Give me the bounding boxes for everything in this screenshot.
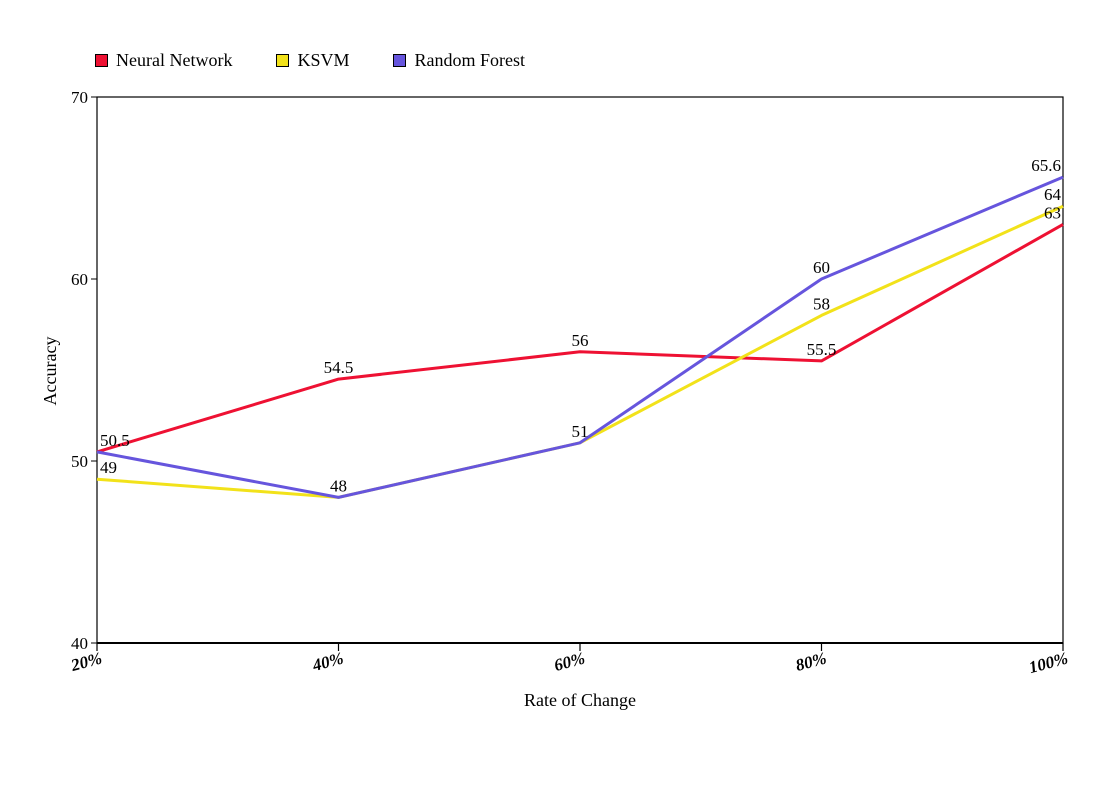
legend-swatch bbox=[276, 54, 290, 67]
x-tick-label: 80% bbox=[794, 649, 829, 675]
legend-swatch bbox=[393, 54, 407, 67]
series-lines bbox=[96, 175, 1064, 499]
legend-label: Random Forest bbox=[414, 50, 525, 70]
x-tick-label: 40% bbox=[310, 649, 346, 676]
series-line bbox=[96, 175, 1064, 499]
data-labels: 50.5 54.5 56 55.5 63 49 48 51 58 64 60 65.6 bbox=[100, 156, 1062, 495]
plot-frame bbox=[96, 96, 1064, 644]
legend-item: Neural Network bbox=[95, 50, 232, 71]
y-tick-label: 70 bbox=[71, 88, 88, 107]
data-label: 60 bbox=[813, 258, 830, 277]
y-tick-label: 50 bbox=[71, 452, 88, 471]
y-tick-label: 40 bbox=[71, 634, 88, 653]
data-label: 65.6 bbox=[1031, 156, 1061, 175]
legend-label: Neural Network bbox=[116, 50, 233, 70]
y-tick-label: 60 bbox=[71, 270, 88, 289]
x-tick-label: 60% bbox=[552, 649, 587, 675]
data-label: 64 bbox=[1044, 185, 1062, 204]
data-label: 49 bbox=[100, 458, 117, 477]
y-axis-title: Accuracy bbox=[40, 337, 60, 406]
series-line bbox=[96, 223, 1064, 454]
data-label: 51 bbox=[572, 422, 589, 441]
legend-item: KSVM bbox=[276, 50, 349, 71]
legend-label: KSVM bbox=[297, 50, 350, 70]
data-label: 63 bbox=[1044, 203, 1061, 222]
data-label: 54.5 bbox=[324, 358, 354, 377]
data-label: 56 bbox=[572, 331, 589, 350]
x-axis-title: Rate of Change bbox=[524, 690, 636, 710]
data-label: 50.5 bbox=[100, 431, 130, 450]
legend: Neural Network KSVM Random Forest bbox=[95, 50, 569, 71]
x-tick-label: 100% bbox=[1027, 649, 1070, 678]
data-label: 58 bbox=[813, 294, 830, 313]
data-label: 48 bbox=[330, 476, 347, 495]
data-label: 55.5 bbox=[807, 340, 837, 359]
legend-swatch bbox=[95, 54, 108, 67]
legend-item: Random Forest bbox=[393, 50, 525, 71]
